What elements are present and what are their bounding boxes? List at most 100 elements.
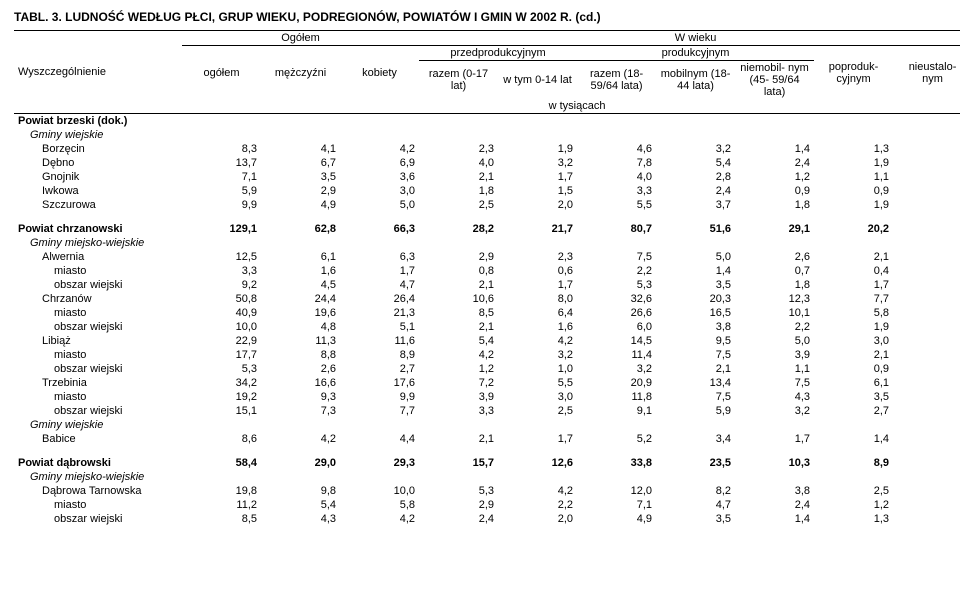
cell-value: 15,1 [182, 404, 261, 418]
cell-value: 1,2 [735, 170, 814, 184]
row-label: Alwernia [14, 250, 182, 264]
cell-value: 3,3 [182, 264, 261, 278]
cell-value: 2,0 [498, 198, 577, 212]
row-label: Powiat dąbrowski [14, 456, 182, 470]
row-label: obszar wiejski [14, 320, 182, 334]
cell-value: 12,6 [498, 456, 577, 470]
row-label: Iwkowa [14, 184, 182, 198]
cell-value: 3,2 [735, 404, 814, 418]
cell-value: 9,1 [577, 404, 656, 418]
cell-value: 6,0 [577, 320, 656, 334]
cell-value: 32,6 [577, 292, 656, 306]
cell-value: 19,8 [182, 484, 261, 498]
cell-value: 6,1 [814, 376, 893, 390]
cell-value: 1,8 [419, 184, 498, 198]
cell-value: 2,9 [261, 184, 340, 198]
col-razem-prod: razem (18-59/64 lata) [577, 61, 656, 100]
row-label: Gminy wiejskie [14, 128, 182, 142]
cell-value: 3,9 [735, 348, 814, 362]
cell-value [656, 418, 735, 432]
spacer-row [14, 212, 960, 222]
cell-value: 17,6 [340, 376, 419, 390]
table-body: Powiat brzeski (dok.)Gminy wiejskieBorzę… [14, 114, 960, 527]
cell-value: 10,1 [735, 306, 814, 320]
cell-value: 7,7 [340, 404, 419, 418]
table-row: Gnojnik7,13,53,62,11,74,02,81,21,1- [14, 170, 960, 184]
cell-value: 12,5 [182, 250, 261, 264]
cell-value: 1,6 [498, 320, 577, 334]
cell-value: 13,4 [656, 376, 735, 390]
cell-value: 4,2 [261, 432, 340, 446]
cell-value: 2,1 [419, 320, 498, 334]
cell-value: 5,3 [577, 278, 656, 292]
cell-value: 51,6 [656, 222, 735, 236]
cell-value: 7,3 [261, 404, 340, 418]
cell-value: 0,8 [419, 264, 498, 278]
cell-value: 3,8 [656, 320, 735, 334]
cell-value [577, 418, 656, 432]
cell-value: 1,3 [814, 142, 893, 156]
cell-value: 11,6 [340, 334, 419, 348]
cell-value: 10,3 [735, 456, 814, 470]
cell-value [814, 128, 893, 142]
cell-value: 2,1 [814, 250, 893, 264]
cell-value: 19,2 [182, 390, 261, 404]
table-row: miasto11,25,45,82,92,27,14,72,41,2- [14, 498, 960, 512]
cell-value: 3,5 [656, 512, 735, 526]
cell-value: 3,2 [577, 362, 656, 376]
cell-value: - [893, 320, 960, 334]
cell-value: 11,8 [577, 390, 656, 404]
cell-value: 2,4 [735, 498, 814, 512]
cell-value: 5,4 [656, 156, 735, 170]
col-prod: produkcyjnym [577, 46, 814, 61]
cell-value: 4,7 [656, 498, 735, 512]
cell-value [261, 236, 340, 250]
cell-value: 5,8 [340, 498, 419, 512]
cell-value: 2,5 [814, 484, 893, 498]
col-women: kobiety [340, 46, 419, 100]
cell-value: 2,5 [419, 198, 498, 212]
row-label: Gminy wiejskie [14, 418, 182, 432]
cell-value: 0,4 [814, 264, 893, 278]
cell-value: 2,7 [814, 404, 893, 418]
cell-value [498, 418, 577, 432]
table-row: obszar wiejski8,54,34,22,42,04,93,51,41,… [14, 512, 960, 526]
cell-value: 80,7 [577, 222, 656, 236]
cell-value: 2,9 [419, 250, 498, 264]
cell-value: - [893, 306, 960, 320]
cell-value: 6,3 [340, 250, 419, 264]
row-label: obszar wiejski [14, 404, 182, 418]
cell-value [261, 114, 340, 129]
cell-value: - [893, 376, 960, 390]
row-label: Gminy miejsko-wiejskie [14, 470, 182, 484]
cell-value: 16,6 [261, 376, 340, 390]
cell-value: 3,3 [577, 184, 656, 198]
table-head: Wyszczególnienie Ogółem W wieku ogółem m… [14, 31, 960, 114]
cell-value [656, 470, 735, 484]
cell-value: 9,9 [182, 198, 261, 212]
cell-value [735, 128, 814, 142]
cell-value: 6,9 [340, 156, 419, 170]
cell-value: 1,2 [814, 498, 893, 512]
cell-value: 33,8 [577, 456, 656, 470]
cell-value: 8,9 [814, 456, 893, 470]
cell-value: 34,2 [182, 376, 261, 390]
table-row: Gminy wiejskie [14, 418, 960, 432]
cell-value: 12,0 [577, 484, 656, 498]
cell-value: 6,7 [261, 156, 340, 170]
cell-value: 20,2 [814, 222, 893, 236]
cell-value: 1,7 [814, 278, 893, 292]
cell-value [340, 114, 419, 129]
cell-value: 129,1 [182, 222, 261, 236]
col-nieustal: nieustalo- nym [893, 46, 960, 100]
col-men: mężczyźni [261, 46, 340, 100]
cell-value: - [893, 498, 960, 512]
cell-value: 4,9 [261, 198, 340, 212]
cell-value: 1,9 [814, 198, 893, 212]
cell-value: 9,8 [261, 484, 340, 498]
spacer-cell [14, 446, 960, 456]
table-row: miasto3,31,61,70,80,62,21,40,70,4- [14, 264, 960, 278]
spacer-cell [14, 212, 960, 222]
cell-value: 4,0 [419, 156, 498, 170]
row-label: Dębno [14, 156, 182, 170]
